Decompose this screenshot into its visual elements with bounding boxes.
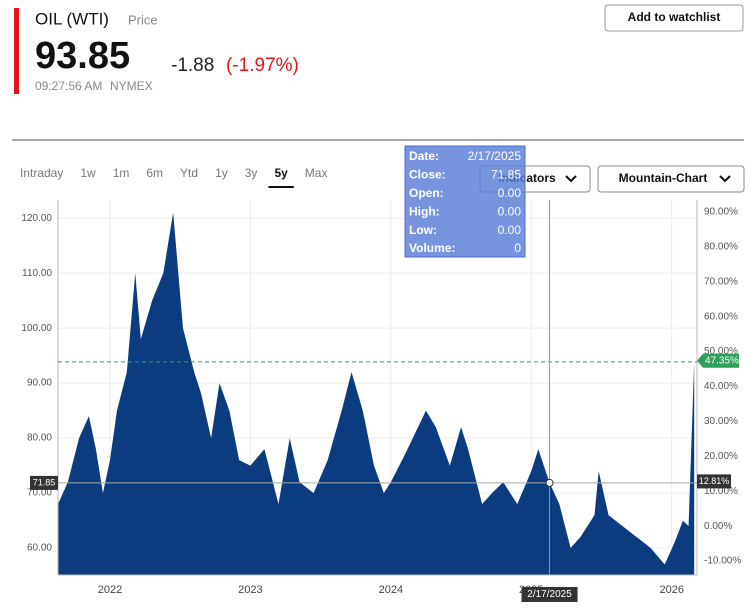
y2-tick-label: 80.00% bbox=[704, 241, 738, 252]
range-tab[interactable]: 1m bbox=[113, 166, 130, 180]
price-area bbox=[58, 212, 695, 576]
crosshair-x-label: 2/17/2025 bbox=[527, 589, 572, 600]
accent-bar bbox=[14, 8, 19, 94]
tooltip-value: 2/17/2025 bbox=[468, 149, 522, 163]
range-tab[interactable]: 5y bbox=[274, 166, 288, 180]
tooltip-value: 0.00 bbox=[498, 223, 522, 237]
crosshair-y2-label: 12.81% bbox=[699, 476, 730, 486]
y-tick-label: 80.00 bbox=[27, 433, 52, 444]
tooltip-key: High: bbox=[409, 204, 440, 218]
watchlist-button[interactable] bbox=[604, 4, 744, 32]
dropdown-label[interactable]: Mountain-Chart bbox=[619, 171, 708, 185]
y2-tick-label: 0.00% bbox=[704, 521, 732, 532]
change-percent: (-1.97%) bbox=[226, 55, 299, 76]
y2-tick-label: 90.00% bbox=[704, 207, 738, 218]
crosshair-y-tag bbox=[30, 475, 58, 490]
tooltip-key: Close: bbox=[409, 168, 446, 182]
y2-tick-label: 30.00% bbox=[704, 416, 738, 427]
chevron bbox=[719, 175, 731, 183]
range-tab[interactable]: Intraday bbox=[20, 166, 63, 180]
chevron bbox=[565, 175, 577, 183]
instrument-title: OIL (WTI) bbox=[35, 9, 109, 28]
x-tick-label: 2026 bbox=[659, 584, 683, 596]
last-price-label: 47.35% bbox=[705, 355, 739, 366]
tooltip-key: Date: bbox=[409, 149, 439, 163]
exchange: NYMEX bbox=[110, 79, 153, 93]
y2-tick-label: 20.00% bbox=[704, 451, 738, 462]
tooltip bbox=[404, 145, 526, 258]
range-tab[interactable]: 3y bbox=[245, 166, 258, 180]
crosshair-y-label: 71.85 bbox=[33, 477, 56, 487]
tooltip-value: 0 bbox=[514, 241, 521, 255]
y2-tick-label: 50.00% bbox=[704, 346, 738, 357]
range-tab[interactable]: Max bbox=[305, 166, 328, 180]
range-tab[interactable]: Ytd bbox=[180, 166, 198, 180]
y2-tick-label: 40.00% bbox=[704, 381, 738, 392]
tooltip-value: 0.00 bbox=[498, 204, 522, 218]
dropdown[interactable] bbox=[597, 165, 745, 193]
x-tick-label: 2024 bbox=[379, 584, 403, 596]
y-tick-label: 110.00 bbox=[22, 268, 52, 279]
y2-tick-label: 10.00% bbox=[704, 486, 738, 497]
tooltip-key: Low: bbox=[409, 223, 437, 237]
y-tick-label: 120.00 bbox=[21, 213, 52, 224]
x-tick-label: 2022 bbox=[98, 584, 122, 596]
tooltip-value: 0.00 bbox=[498, 186, 522, 200]
range-tab[interactable]: 1y bbox=[215, 166, 228, 180]
y-tick-label: 70.00 bbox=[27, 488, 52, 499]
y2-tick-label: 70.00% bbox=[704, 276, 738, 287]
y-tick-label: 90.00 bbox=[27, 378, 52, 389]
y-tick-label: 100.00 bbox=[21, 323, 52, 334]
crosshair-x-tag bbox=[521, 587, 578, 602]
x-tick-label: 2023 bbox=[238, 584, 262, 596]
y2-tick-label: 60.00% bbox=[704, 311, 738, 322]
time: 09:27:56 AM bbox=[35, 79, 102, 93]
watchlist-label[interactable]: Add to watchlist bbox=[628, 10, 721, 24]
y2-tick-label: -10.00% bbox=[704, 556, 741, 567]
range-tab[interactable]: 6m bbox=[146, 166, 163, 180]
crosshair-y2-tag bbox=[697, 474, 731, 489]
change: -1.88 bbox=[171, 55, 214, 76]
last-price-tag bbox=[697, 353, 739, 368]
tooltip-value: 71.85 bbox=[491, 168, 521, 182]
price: 93.85 bbox=[35, 35, 130, 77]
tooltip-key: Open: bbox=[409, 186, 444, 200]
y-tick-label: 60.00 bbox=[27, 543, 52, 554]
subtitle: Price bbox=[128, 12, 158, 27]
tooltip-key: Volume: bbox=[409, 241, 455, 255]
range-tab[interactable]: 1w bbox=[80, 166, 96, 180]
crosshair-point bbox=[545, 478, 554, 487]
